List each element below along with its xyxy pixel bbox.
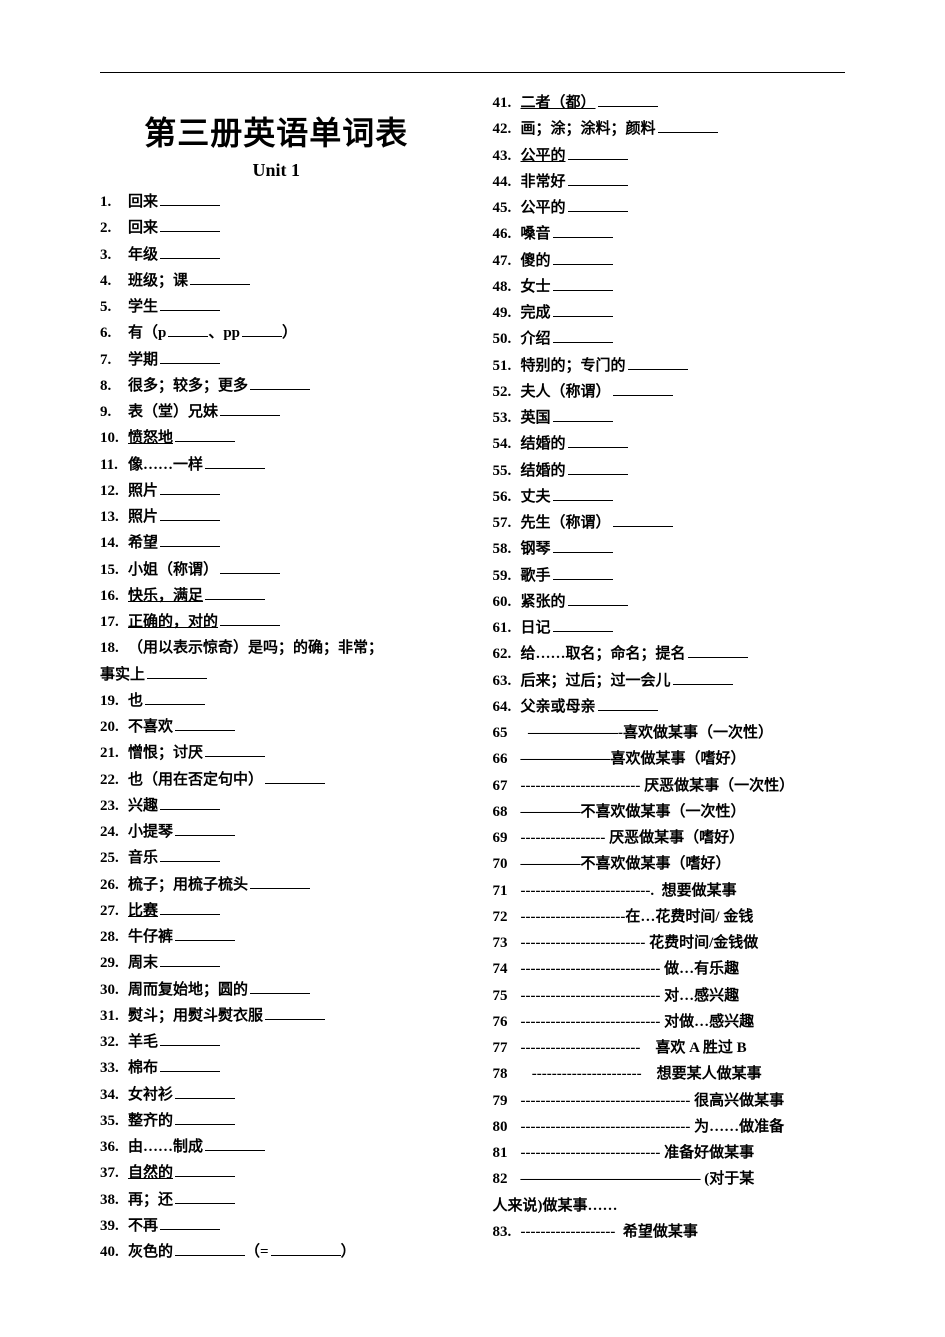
list-item: 66——————喜欢做某事（嗜好） bbox=[493, 746, 846, 772]
list-item: 36.由……制成 bbox=[100, 1134, 453, 1160]
list-item: 39.不再 bbox=[100, 1213, 453, 1239]
list-item: 48.女士 bbox=[493, 274, 846, 300]
list-item: 42.画；涂；涂料；颜料 bbox=[493, 116, 846, 142]
list-item: 4.班级；课 bbox=[100, 268, 453, 294]
list-item: 62.给……取名；命名；提名 bbox=[493, 641, 846, 667]
list-item: 29.周末 bbox=[100, 950, 453, 976]
list-item: 35.整齐的 bbox=[100, 1108, 453, 1134]
list-item: 25.音乐 bbox=[100, 845, 453, 871]
list-item: 45.公平的 bbox=[493, 195, 846, 221]
list-item: 34.女衬衫 bbox=[100, 1082, 453, 1108]
list-item: 31.熨斗；用熨斗熨衣服 bbox=[100, 1003, 453, 1029]
list-item: 81---------------------------- 准备好做某事 bbox=[493, 1140, 846, 1166]
list-item: 41.二者（都） bbox=[493, 90, 846, 116]
list-item: 72---------------------在…花费时间/ 金钱 bbox=[493, 904, 846, 930]
list-item: 57.先生（称谓） bbox=[493, 510, 846, 536]
list-item: 21.憎恨；讨厌 bbox=[100, 740, 453, 766]
list-item: 68————不喜欢做某事（一次性） bbox=[493, 799, 846, 825]
list-item: 50.介绍 bbox=[493, 326, 846, 352]
list-item: 27.比赛 bbox=[100, 898, 453, 924]
list-item: 12.照片 bbox=[100, 478, 453, 504]
list-item: 28.牛仔裤 bbox=[100, 924, 453, 950]
list-item: 17.正确的，对的 bbox=[100, 609, 453, 635]
right-column: 41.二者（都）42.画；涂；涂料；颜料43.公平的44.非常好45.公平的46… bbox=[493, 90, 846, 1265]
list-item: 78 ---------------------- 想要某人做某事 bbox=[493, 1061, 846, 1087]
list-item: 2.回来 bbox=[100, 215, 453, 241]
list-item: 80---------------------------------- 为……… bbox=[493, 1114, 846, 1140]
list-item: 77------------------------ 喜欢 A 胜过 B bbox=[493, 1035, 846, 1061]
list-item: 37.自然的 bbox=[100, 1160, 453, 1186]
list-item: 5.学生 bbox=[100, 294, 453, 320]
list-item: 83.------------------- 希望做某事 bbox=[493, 1219, 846, 1245]
list-item: 13.照片 bbox=[100, 504, 453, 530]
list-item: 75---------------------------- 对…感兴趣 bbox=[493, 983, 846, 1009]
list-item: 10.愤怒地 bbox=[100, 425, 453, 451]
list-item: 74---------------------------- 做…有乐趣 bbox=[493, 956, 846, 982]
list-item: 69----------------- 厌恶做某事（嗜好） bbox=[493, 825, 846, 851]
list-item: 38.再；还 bbox=[100, 1187, 453, 1213]
list-item: 51.特别的；专门的 bbox=[493, 353, 846, 379]
list-item: 82———————————— (对于某人来说)做某事…… bbox=[493, 1166, 846, 1219]
list-item: 47.傻的 bbox=[493, 248, 846, 274]
list-item: 71--------------------------. 想要做某事 bbox=[493, 878, 846, 904]
list-item: 20.不喜欢 bbox=[100, 714, 453, 740]
list-item: 15.小姐（称谓） bbox=[100, 557, 453, 583]
list-item: 14.希望 bbox=[100, 530, 453, 556]
list-item: 58.钢琴 bbox=[493, 536, 846, 562]
list-item: 70————不喜欢做某事（嗜好） bbox=[493, 851, 846, 877]
list-item: 33.棉布 bbox=[100, 1055, 453, 1081]
list-item: 79---------------------------------- 很高兴… bbox=[493, 1088, 846, 1114]
list-item: 73------------------------- 花费时间/金钱做 bbox=[493, 930, 846, 956]
list-item: 76---------------------------- 对做…感兴趣 bbox=[493, 1009, 846, 1035]
list-item: 7.学期 bbox=[100, 347, 453, 373]
list-item: 56.丈夫 bbox=[493, 484, 846, 510]
list-item: 32.羊毛 bbox=[100, 1029, 453, 1055]
doc-subtitle: Unit 1 bbox=[100, 160, 453, 181]
list-item: 67------------------------ 厌恶做某事（一次性） bbox=[493, 773, 846, 799]
list-item: 24.小提琴 bbox=[100, 819, 453, 845]
list-item: 26.梳子；用梳子梳头 bbox=[100, 872, 453, 898]
list-item: 55.结婚的 bbox=[493, 458, 846, 484]
list-item: 16.快乐，满足 bbox=[100, 583, 453, 609]
list-item: 23.兴趣 bbox=[100, 793, 453, 819]
list-item: 19.也 bbox=[100, 688, 453, 714]
list-item: 49.完成 bbox=[493, 300, 846, 326]
list-item: 52.夫人（称谓） bbox=[493, 379, 846, 405]
list-item: 59.歌手 bbox=[493, 563, 846, 589]
list-item: 22.也（用在否定句中） bbox=[100, 767, 453, 793]
left-column: 第三册英语单词表 Unit 1 1.回来2.回来3.年级4.班级；课5.学生6.… bbox=[100, 90, 453, 1265]
list-item: 61.日记 bbox=[493, 615, 846, 641]
doc-title: 第三册英语单词表 bbox=[100, 108, 453, 154]
list-item: 46.嗓音 bbox=[493, 221, 846, 247]
list-item: 53.英国 bbox=[493, 405, 846, 431]
list-item: 64.父亲或母亲 bbox=[493, 694, 846, 720]
list-item: 1.回来 bbox=[100, 189, 453, 215]
right-list: 41.二者（都）42.画；涂；涂料；颜料43.公平的44.非常好45.公平的46… bbox=[493, 90, 846, 1245]
list-item: 8.很多；较多；更多 bbox=[100, 373, 453, 399]
list-item: 3.年级 bbox=[100, 242, 453, 268]
list-item: 40.灰色的（=） bbox=[100, 1239, 453, 1265]
list-item: 63.后来；过后；过一会儿 bbox=[493, 668, 846, 694]
top-rule bbox=[100, 72, 845, 73]
list-item: 65 ——————-喜欢做某事（一次性） bbox=[493, 720, 846, 746]
list-item: 18.（用以表示惊奇）是吗；的确；非常；事实上 bbox=[100, 635, 453, 688]
list-item: 43.公平的 bbox=[493, 143, 846, 169]
list-item: 11.像……一样 bbox=[100, 452, 453, 478]
list-item: 6.有（p、pp） bbox=[100, 320, 453, 346]
page-content: 第三册英语单词表 Unit 1 1.回来2.回来3.年级4.班级；课5.学生6.… bbox=[100, 90, 845, 1265]
left-list: 1.回来2.回来3.年级4.班级；课5.学生6.有（p、pp）7.学期8.很多；… bbox=[100, 189, 453, 1265]
list-item: 44.非常好 bbox=[493, 169, 846, 195]
list-item: 30.周而复始地；圆的 bbox=[100, 977, 453, 1003]
list-item: 9.表（堂）兄妹 bbox=[100, 399, 453, 425]
list-item: 54.结婚的 bbox=[493, 431, 846, 457]
list-item: 60.紧张的 bbox=[493, 589, 846, 615]
